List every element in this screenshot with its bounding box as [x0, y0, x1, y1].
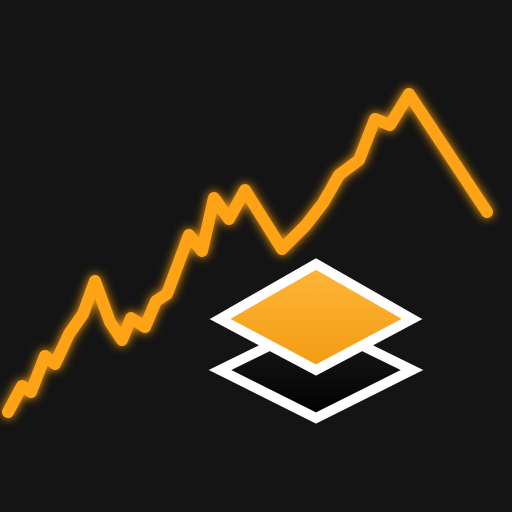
top-layer-icon [209, 258, 423, 376]
trend-line-icon [2, 88, 493, 418]
